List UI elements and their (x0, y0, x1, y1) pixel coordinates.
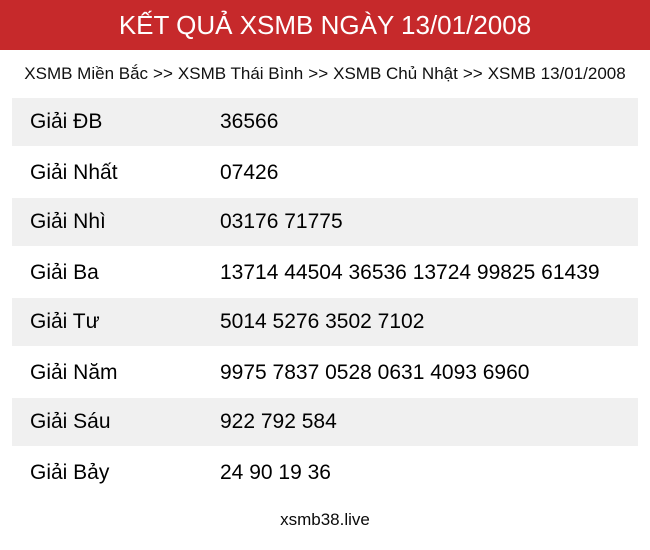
breadcrumb-link-date[interactable]: XSMB 13/01/2008 (487, 64, 626, 83)
breadcrumb-link-mien-bac[interactable]: XSMB Miền Bắc (24, 64, 149, 83)
page-title: KẾT QUẢ XSMB NGÀY 13/01/2008 (118, 9, 532, 40)
prize-numbers: 922 792 584 (220, 410, 337, 433)
page-footer: xsmb38.live (0, 510, 650, 530)
table-row-giai-tu: Giải Tư 5014 5276 3502 7102 (12, 298, 638, 348)
prize-numbers: 9975 7837 0528 0631 4093 6960 (220, 361, 530, 384)
prize-label: Giải Bảy (30, 461, 110, 484)
site-link[interactable]: xsmb38.live (280, 510, 370, 529)
breadcrumb-separator: >> (153, 64, 173, 83)
table-row-giai-sau: Giải Sáu 922 792 584 (12, 398, 638, 448)
prize-numbers: 07426 (220, 161, 279, 184)
prize-label: Giải Nhất (30, 161, 118, 184)
breadcrumb-separator: >> (308, 64, 329, 83)
breadcrumb-link-chu-nhat[interactable]: XSMB Chủ Nhật (333, 64, 458, 83)
prize-numbers: 13714 44504 36536 13724 99825 61439 (220, 261, 600, 284)
prize-label: Giải Năm (30, 361, 118, 384)
prize-numbers: 03176 71775 (220, 210, 343, 233)
prize-numbers: 24 90 19 36 (220, 461, 331, 484)
table-row-giai-nhat: Giải Nhất 07426 (12, 148, 638, 198)
table-row-giai-db: Giải ĐB 36566 (12, 98, 638, 148)
breadcrumb: XSMB Miền Bắc >> XSMB Thái Bình >> XSMB … (0, 50, 650, 98)
prize-label: Giải Nhì (30, 210, 106, 233)
prize-label: Giải ĐB (30, 110, 103, 133)
table-row-giai-bay: Giải Bảy 24 90 19 36 (12, 448, 638, 498)
breadcrumb-separator: >> (462, 64, 483, 83)
prize-label: Giải Tư (30, 310, 100, 333)
table-row-giai-nhi: Giải Nhì 03176 71775 (12, 198, 638, 248)
prize-numbers: 36566 (220, 110, 279, 133)
prize-label: Giải Ba (30, 261, 99, 284)
prize-label: Giải Sáu (30, 410, 111, 433)
prize-numbers: 5014 5276 3502 7102 (220, 310, 425, 333)
results-table: Giải ĐB 36566 Giải Nhất 07426 Giải Nhì 0… (12, 98, 638, 498)
table-row-giai-ba: Giải Ba 13714 44504 36536 13724 99825 61… (12, 248, 638, 298)
table-row-giai-nam: Giải Năm 9975 7837 0528 0631 4093 6960 (12, 348, 638, 398)
page-header: KẾT QUẢ XSMB NGÀY 13/01/2008 (0, 0, 650, 50)
breadcrumb-link-thai-binh[interactable]: XSMB Thái Bình (177, 64, 304, 83)
